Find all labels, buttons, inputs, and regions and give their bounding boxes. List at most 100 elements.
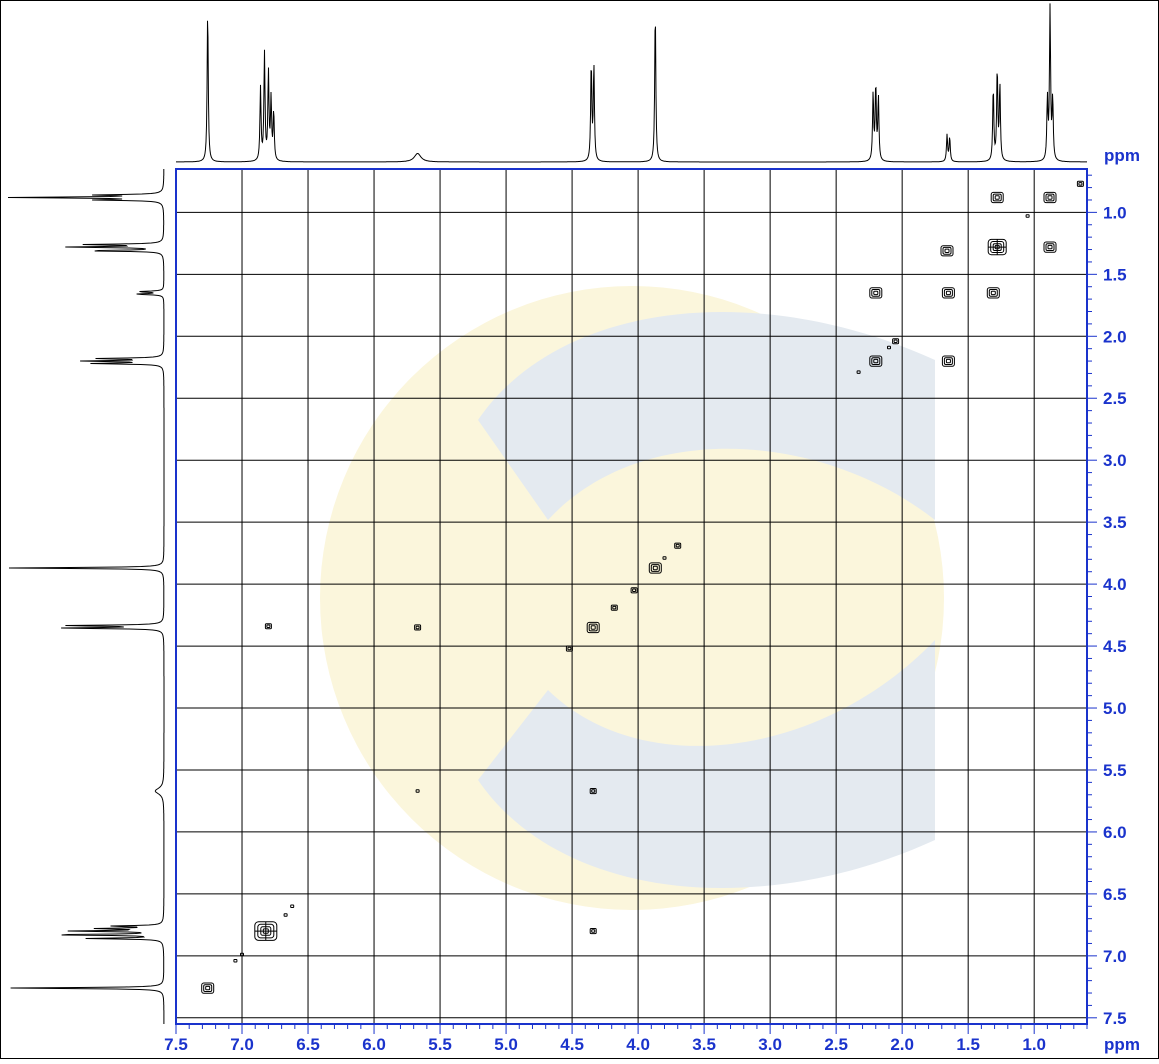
y-tick-label: 5.0 xyxy=(1103,699,1127,718)
y-tick-label: 4.5 xyxy=(1103,637,1127,656)
x-tick-label: 1.5 xyxy=(956,1035,980,1054)
cross-peak-contour xyxy=(290,904,295,908)
cross-peak xyxy=(1025,214,1030,218)
y-axis: 1.0 1.5 2.0 2.5 3.0 3.5 4.0 4.5 5.0 5.5 6.0 6.5 7.0 7… xyxy=(1087,174,1127,1028)
x-tick-label: 5.0 xyxy=(494,1035,518,1054)
watermark-logo xyxy=(320,286,944,910)
cross-peak-contour xyxy=(990,191,1004,204)
cross-peak-contour xyxy=(943,289,953,297)
cross-peak-contour xyxy=(1078,182,1083,186)
cross-peak-contour xyxy=(591,789,596,793)
watermark-upper-arc xyxy=(478,312,935,520)
cross-peak-contour xyxy=(662,556,667,560)
cross-peak xyxy=(892,338,900,345)
cross-peak xyxy=(283,913,288,917)
cross-peak xyxy=(990,191,1004,204)
cross-peak-contour xyxy=(591,929,596,933)
cross-peak-contour xyxy=(942,246,952,255)
cross-peak xyxy=(415,789,420,793)
x-tick-label: 6.0 xyxy=(362,1035,386,1054)
watermark-lower-arc xyxy=(478,640,935,888)
cross-peak xyxy=(254,921,278,941)
top-projection xyxy=(176,3,1087,163)
y-tick-label: 1.0 xyxy=(1103,203,1127,222)
y-tick-label: 7.0 xyxy=(1103,947,1127,966)
cross-peak-contour xyxy=(869,355,883,367)
y-tick-label: 4.0 xyxy=(1103,575,1127,594)
cross-peak xyxy=(869,355,883,367)
x-tick-label: 1.0 xyxy=(1022,1035,1046,1054)
cross-peak-contour xyxy=(589,788,597,795)
cross-peak xyxy=(610,604,618,611)
cross-peak-contour xyxy=(652,565,658,571)
cross-peak-contour xyxy=(586,621,600,634)
cross-peak xyxy=(414,624,422,631)
cross-peak-contour xyxy=(590,625,596,630)
cross-peak xyxy=(941,287,955,299)
x-tick-label: 4.0 xyxy=(626,1035,650,1054)
cross-peak-contour xyxy=(610,604,618,611)
cross-peak-contour xyxy=(893,339,898,343)
cross-peak xyxy=(589,788,597,795)
cross-peak-contour xyxy=(1047,195,1053,200)
cross-peak xyxy=(233,959,238,963)
y-tick-label: 5.5 xyxy=(1103,761,1127,780)
cross-peak-contour xyxy=(648,562,662,574)
cross-peak-contour xyxy=(565,645,573,652)
cross-peak-contour xyxy=(415,625,420,630)
cross-peak-contour xyxy=(873,358,879,364)
cross-peak xyxy=(856,370,861,374)
cross-peak-contour xyxy=(674,542,682,549)
cross-peak-contour xyxy=(632,588,637,592)
cross-peak-contour xyxy=(943,357,953,366)
cross-peak xyxy=(940,245,954,257)
x-tick-label: 6.5 xyxy=(296,1035,320,1054)
cross-peak-contour xyxy=(945,290,951,296)
x-tick-label: 3.5 xyxy=(692,1035,716,1054)
y-tick-label: 6.0 xyxy=(1103,823,1127,842)
cross-peak-contour xyxy=(945,358,951,364)
cross-peak xyxy=(290,904,295,908)
y-tick-label: 2.5 xyxy=(1103,389,1127,408)
x-tick-label: 7.5 xyxy=(164,1035,188,1054)
x-tick-label: 4.5 xyxy=(560,1035,584,1054)
cross-peak xyxy=(264,623,272,630)
cross-peak xyxy=(630,587,638,594)
left-projection xyxy=(7,169,165,1024)
cross-peak-contour xyxy=(588,623,598,632)
cross-peak xyxy=(887,345,891,350)
y-tick-label: 3.5 xyxy=(1103,513,1127,532)
cross-peak-contour xyxy=(240,952,244,957)
cross-peak-contour xyxy=(589,928,597,935)
cross-peak xyxy=(941,355,955,367)
cross-peak-contour xyxy=(856,370,861,374)
cross-peak-contour xyxy=(414,624,422,631)
cross-peak-contour xyxy=(986,287,1000,299)
cross-peak-contour xyxy=(941,287,955,299)
x-axis-label: ppm xyxy=(1104,1035,1140,1054)
cross-peak-contour xyxy=(1045,193,1055,202)
cross-peak xyxy=(869,287,883,299)
cross-peak-contour xyxy=(650,564,660,572)
y-axis-label: ppm xyxy=(1104,146,1140,165)
cross-peak-contour xyxy=(1043,241,1057,253)
cross-peak-contour xyxy=(567,646,572,651)
cross-peak-contour xyxy=(630,587,638,594)
cross-peak-contour xyxy=(233,959,238,963)
cross-peak xyxy=(674,542,682,549)
x-tick-label: 3.0 xyxy=(758,1035,782,1054)
cross-peak xyxy=(648,562,662,574)
cross-peak xyxy=(589,928,597,935)
left-projection-trace xyxy=(7,169,165,1024)
cross-peak-contour xyxy=(988,289,998,297)
cross-peak-contour xyxy=(871,357,881,366)
cross-peak xyxy=(240,952,244,957)
cross-peak-contour xyxy=(266,624,271,628)
cross-peak xyxy=(1076,180,1084,187)
cross-peak-contour xyxy=(1076,180,1084,187)
cross-peak-contour xyxy=(871,289,881,297)
cross-peak-contour xyxy=(201,982,215,994)
cross-peak-contour xyxy=(205,985,211,991)
cross-peak-contour xyxy=(1043,191,1057,204)
